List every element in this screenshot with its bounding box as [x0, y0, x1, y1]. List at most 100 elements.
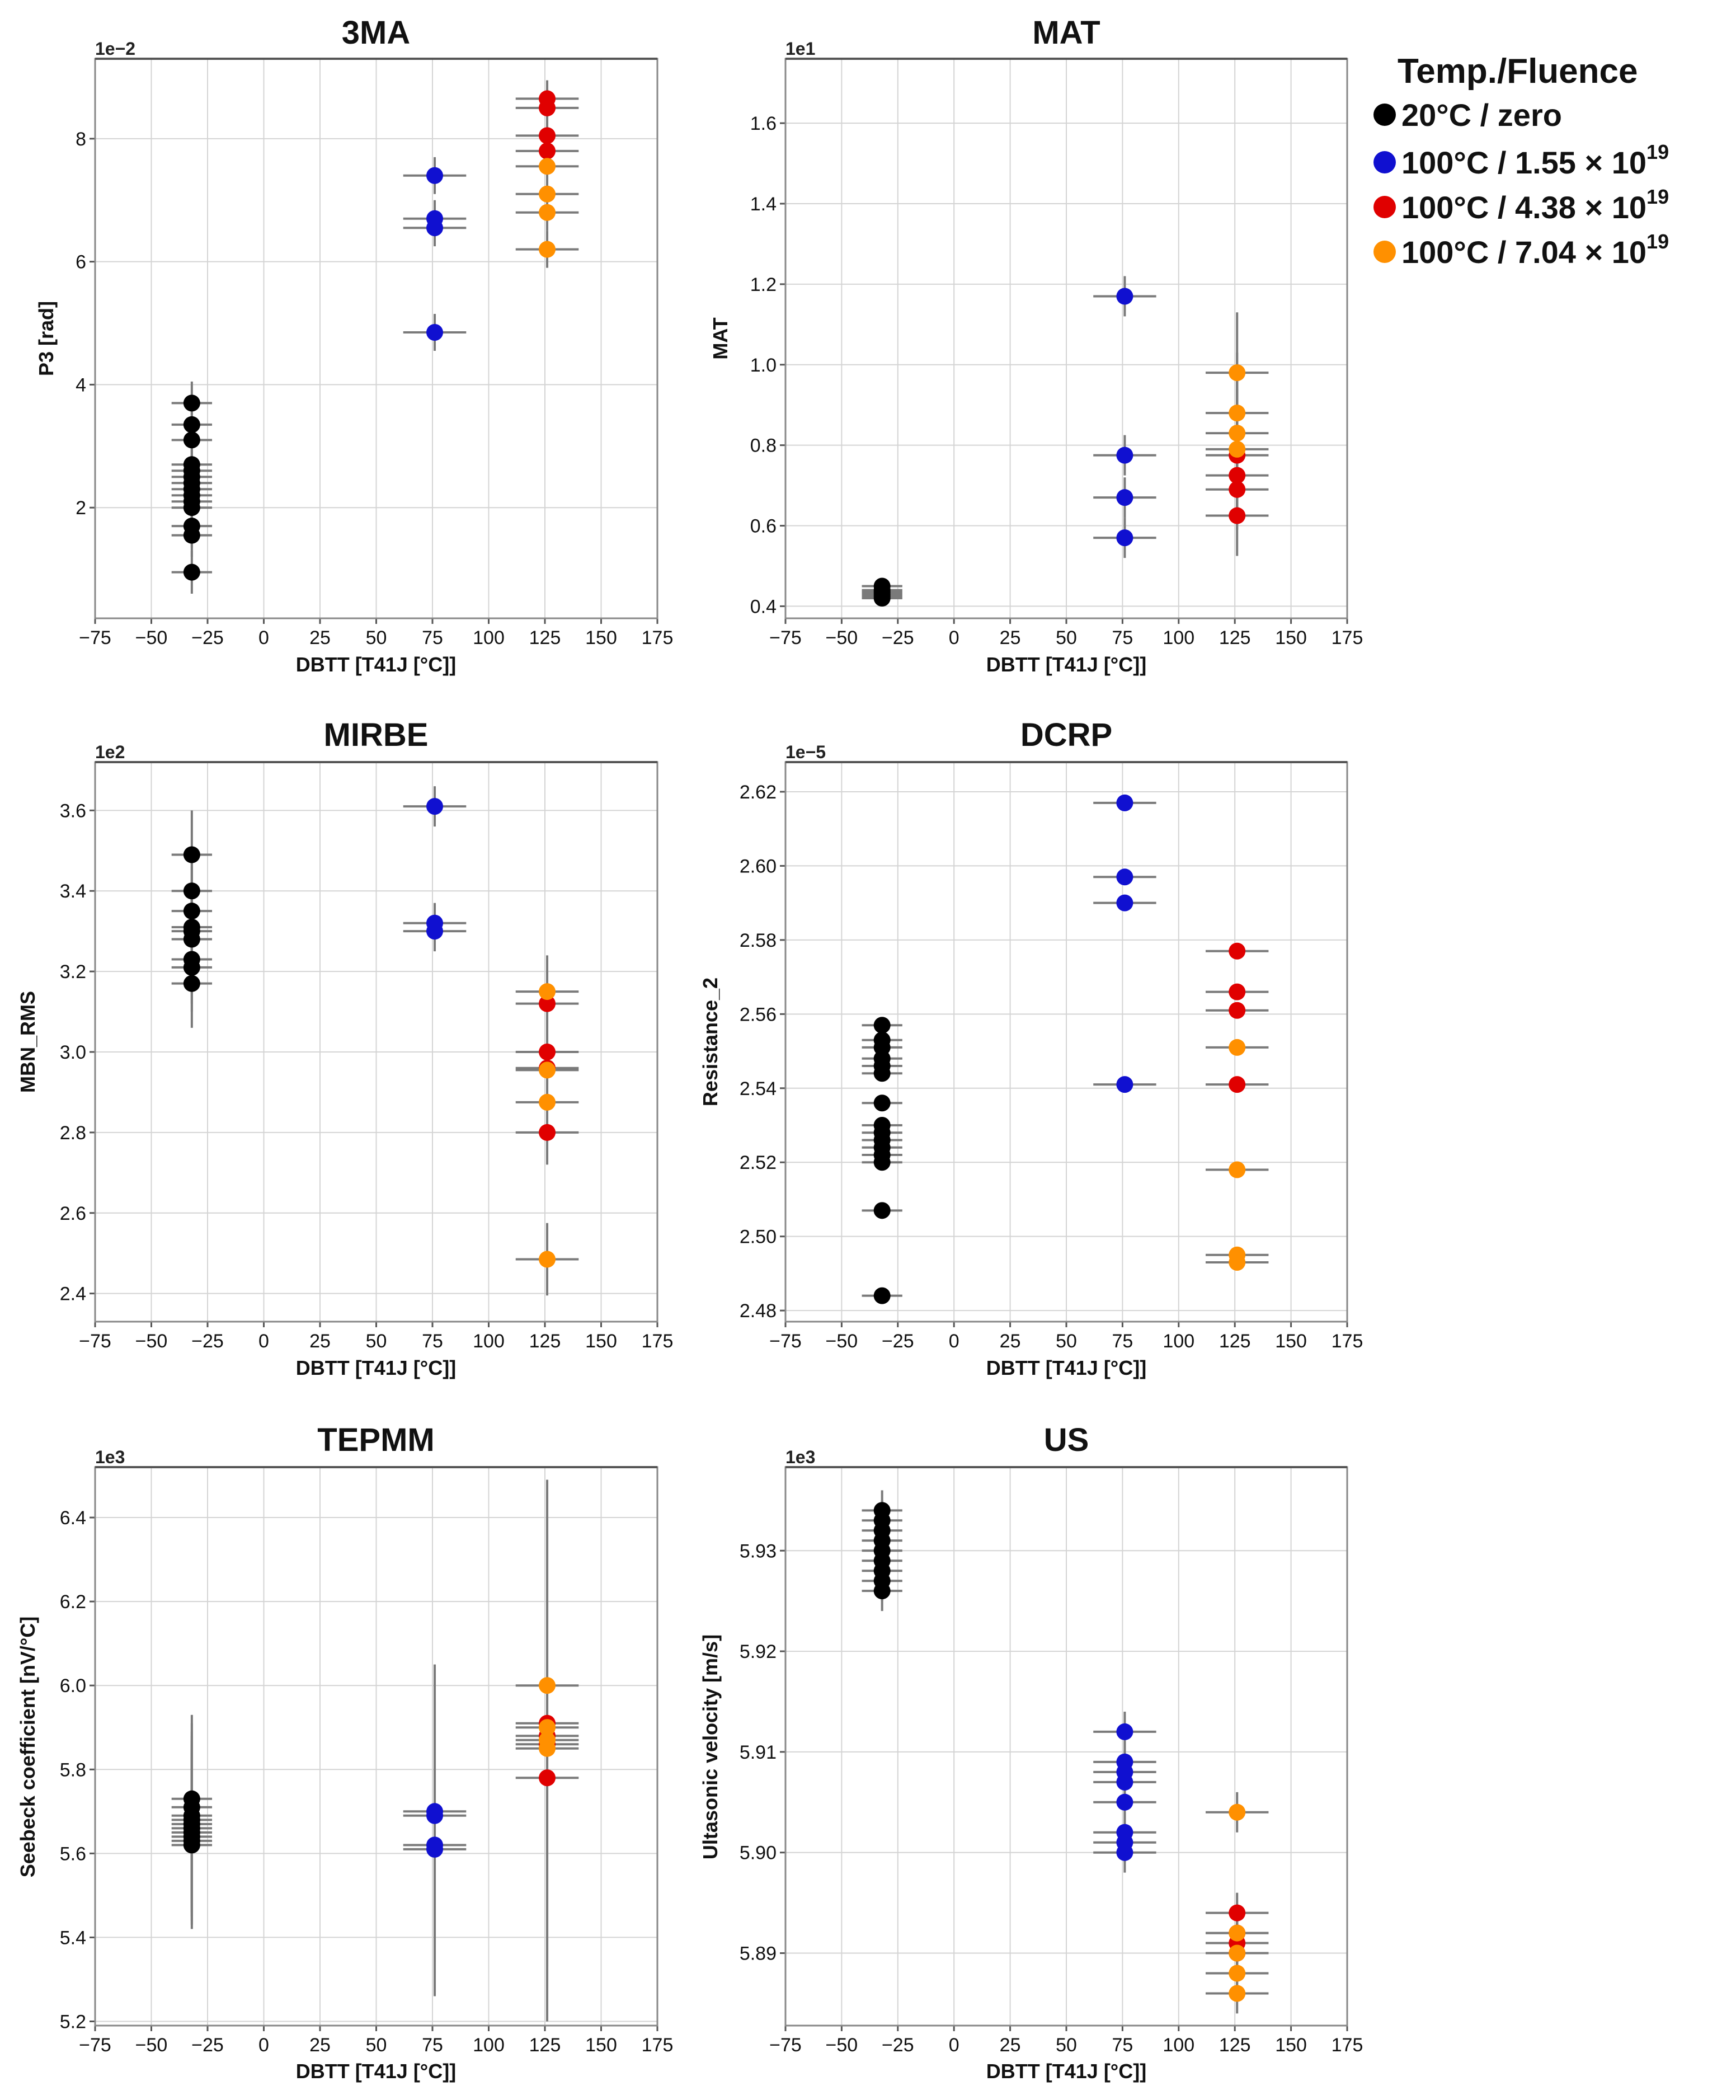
x-tick-label: 150: [585, 1331, 617, 1352]
legend-marker-zero: [1373, 104, 1396, 126]
x-tick-label: −25: [191, 2035, 224, 2056]
data-point-f438: [539, 1124, 556, 1141]
panel-us: −75 −50 −25 0 25 50 75 100 125 150 175 5.89 5.90 5.91…: [699, 1422, 1363, 2083]
data-point-f155: [1116, 1793, 1133, 1811]
legend: Temp./Fluence 20°C / zero 100°C / 1.55 ×…: [1373, 52, 1669, 270]
data-point-zero: [873, 1287, 891, 1304]
y-tick-label: 2.54: [740, 1078, 777, 1100]
data-point-f155: [1116, 868, 1133, 886]
x-tick-label: 25: [1000, 627, 1021, 649]
data-point-f155: [1116, 1844, 1133, 1861]
data-point-f438: [539, 99, 556, 116]
x-tick-label: −25: [191, 1331, 224, 1352]
x-tick-label: 175: [1332, 2035, 1363, 2056]
y-tick-label: 2: [76, 497, 86, 519]
scale-label: 1e2: [95, 742, 125, 762]
data-point-f704: [1229, 1254, 1246, 1271]
data-point-f438: [1229, 481, 1246, 498]
data-point-f704: [1229, 1039, 1246, 1056]
scale-label: 1e−2: [95, 39, 135, 59]
x-tick-label: 25: [309, 2035, 331, 2056]
data-point-zero: [183, 499, 200, 516]
y-tick-label: 5.92: [740, 1641, 777, 1662]
data-point-f155: [426, 219, 444, 237]
x-tick-label: 150: [1275, 627, 1307, 649]
x-axis-label: DBTT [T41J [°C]]: [296, 653, 456, 676]
x-tick-label: 75: [1112, 627, 1133, 649]
y-tick-label: 8: [76, 129, 86, 150]
x-tick-label: 100: [473, 2035, 505, 2056]
legend-entry-zero: 20°C / zero: [1373, 97, 1562, 133]
x-tick-label: 75: [422, 2035, 443, 2056]
data-point-f704: [1229, 440, 1246, 458]
x-tick-label: 75: [1112, 1331, 1133, 1352]
panel-title: MIRBE: [324, 717, 429, 753]
x-tick-label: 150: [585, 2035, 617, 2056]
y-tick-label: 5.8: [60, 1759, 86, 1780]
x-tick-label: −50: [135, 1331, 168, 1352]
x-tick-label: 0: [258, 2035, 269, 2056]
y-axis-label: MBN_RMS: [16, 991, 39, 1093]
x-tick-label: −25: [882, 2035, 914, 2056]
y-tick-label: 6.4: [60, 1507, 86, 1529]
x-tick-label: 100: [473, 627, 505, 649]
x-tick-label: 125: [529, 627, 561, 649]
x-tick-label: 125: [1219, 2035, 1251, 2056]
y-tick-label: 5.2: [60, 2011, 86, 2032]
data-point-f704: [539, 1061, 556, 1079]
x-tick-label: −75: [769, 2035, 802, 2056]
y-tick-label: 5.90: [740, 1843, 777, 1864]
panel-title: TEPMM: [317, 1422, 434, 1458]
x-tick-label: −50: [135, 627, 168, 649]
x-tick-label: 0: [258, 627, 269, 649]
data-point-zero: [183, 975, 200, 992]
plot-area: −75 −50 −25 0 25 50 75 100 125 150 175 2.4 2.6 2.8 3.0…: [60, 761, 673, 1352]
x-tick-label: −75: [769, 627, 802, 649]
data-point-zero: [183, 431, 200, 449]
legend-marker-438: [1373, 196, 1396, 218]
data-point-zero: [183, 882, 200, 900]
data-point-f704: [539, 1719, 556, 1736]
panel-3ma: −75 −50 −25 0 25 50 75 100 125 150 175 2 4 6 8 3MA 1e−…: [35, 15, 673, 676]
legend-marker-155: [1373, 151, 1396, 173]
data-point-f155: [1116, 1723, 1133, 1740]
y-tick-label: 2.58: [740, 930, 777, 951]
x-tick-label: 125: [529, 2035, 561, 2056]
data-point-zero: [183, 394, 200, 412]
data-point-zero: [873, 1017, 891, 1034]
data-point-f438: [539, 127, 556, 144]
y-tick-label: 1.6: [750, 113, 777, 134]
x-tick-label: 125: [1219, 627, 1251, 649]
y-tick-label: 2.8: [60, 1122, 86, 1144]
data-point-f438: [539, 1769, 556, 1787]
plot-area: −75 −50 −25 0 25 50 75 100 125 150 175 0.4 0.6 0.8 1.0…: [750, 58, 1363, 649]
data-point-f155: [1116, 1773, 1133, 1791]
data-point-f438: [1229, 983, 1246, 1000]
data-point-f704: [539, 241, 556, 258]
data-point-f438: [1229, 942, 1246, 960]
data-point-f704: [539, 204, 556, 221]
data-point-f155: [1116, 1076, 1133, 1093]
svg-text:100°C / 7.04 × 1019: 100°C / 7.04 × 1019: [1401, 230, 1669, 270]
y-axis-label: Seebeck coefficient [nV/°C]: [16, 1617, 39, 1878]
y-axis-label: MAT: [709, 317, 732, 359]
x-tick-label: −75: [79, 627, 111, 649]
data-point-f704: [1229, 1803, 1246, 1821]
panel-dcrp: −75 −50 −25 0 25 50 75 100 125 150 175 2.48 2.50 2.52…: [699, 717, 1363, 1379]
legend-entry-704: 100°C / 7.04 × 1019: [1373, 230, 1669, 270]
data-point-zero: [183, 931, 200, 948]
x-tick-label: 175: [642, 627, 674, 649]
y-tick-label: 5.91: [740, 1742, 777, 1763]
y-tick-label: 5.6: [60, 1843, 86, 1864]
data-point-f438: [1229, 1904, 1246, 1922]
data-point-f704: [1229, 364, 1246, 382]
legend-title: Temp./Fluence: [1398, 52, 1638, 91]
data-point-zero: [183, 563, 200, 581]
data-point-zero: [183, 1836, 200, 1854]
panel-title: DCRP: [1020, 717, 1112, 753]
x-axis-label: DBTT [T41J [°C]]: [986, 653, 1146, 676]
data-point-f438: [1229, 467, 1246, 484]
data-point-f155: [426, 798, 444, 815]
y-tick-label: 2.52: [740, 1152, 777, 1173]
